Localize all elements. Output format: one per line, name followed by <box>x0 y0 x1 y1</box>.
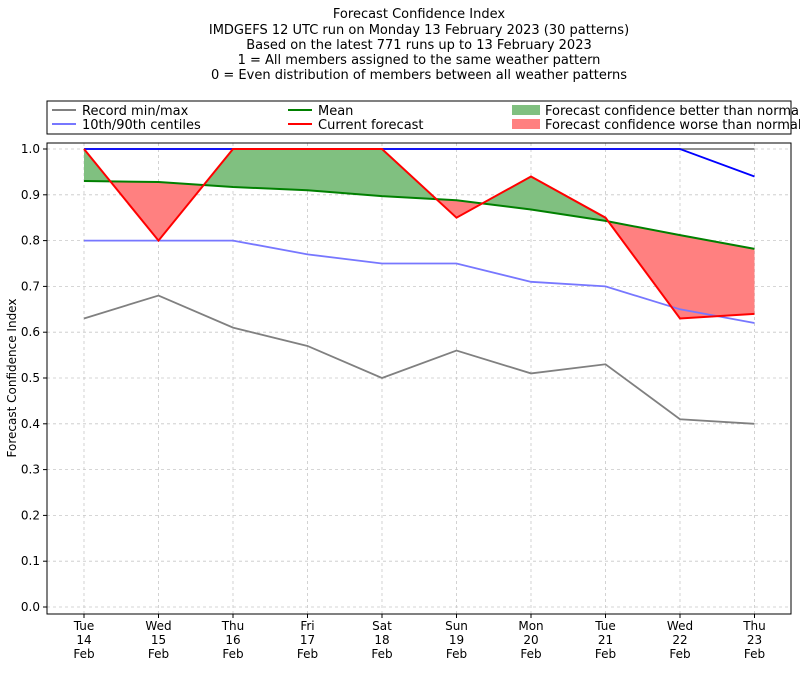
y-axis-label: Forecast Confidence Index <box>5 299 19 458</box>
title-line-2: IMDGEFS 12 UTC run on Monday 13 February… <box>209 23 629 38</box>
y-tick-label: 0.8 <box>21 234 40 248</box>
x-tick-label: Feb <box>297 647 318 661</box>
x-tick-label: 16 <box>225 633 240 647</box>
chart-title: Forecast Confidence Index IMDGEFS 12 UTC… <box>209 7 629 83</box>
series-line-mean <box>83 180 755 250</box>
x-tick-label: Fri <box>300 619 314 633</box>
x-tick-label: 15 <box>151 633 166 647</box>
y-tick-label: 1.0 <box>21 142 40 156</box>
x-tick-label: Tue <box>73 619 95 633</box>
y-axis: 0.0 0.1 0.2 0.3 0.4 0.5 0.6 0.7 0.8 0.9 1.0 <box>21 142 47 614</box>
x-tick-label: Sun <box>445 619 468 633</box>
x-tick-label: Thu <box>742 619 766 633</box>
series-line-p90 <box>84 148 755 178</box>
x-tick-label: Thu <box>221 619 245 633</box>
x-tick-label: Feb <box>371 647 392 661</box>
y-tick-label: 0.1 <box>21 554 40 568</box>
x-tick-label: Feb <box>148 647 169 661</box>
series-lines <box>83 148 755 425</box>
series-line-record-min <box>83 294 755 425</box>
title-line-1: Forecast Confidence Index <box>333 7 505 22</box>
x-tick-label: Tue <box>594 619 616 633</box>
legend-label: Forecast confidence worse than normal <box>545 118 800 133</box>
y-tick-label: 0.9 <box>21 188 40 202</box>
x-tick-label: Feb <box>222 647 243 661</box>
x-tick-label: 23 <box>747 633 762 647</box>
fill-better-than-normal <box>482 176 531 210</box>
x-tick-label: 17 <box>300 633 315 647</box>
x-tick-label: Feb <box>669 647 690 661</box>
x-tick-label: 14 <box>76 633 91 647</box>
y-tick-label: 0.2 <box>21 508 40 522</box>
legend-label: Mean <box>318 104 353 119</box>
y-tick-label: 0.4 <box>21 417 40 431</box>
legend-frame <box>46 100 792 135</box>
grid-lines <box>47 143 791 614</box>
series-line-p10 <box>84 239 755 324</box>
x-tick-label: Feb <box>73 647 94 661</box>
legend-swatch-patch <box>512 105 540 115</box>
fill-better-than-normal <box>307 149 382 197</box>
title-line-3: Based on the latest 771 runs up to 13 Fe… <box>246 38 591 53</box>
y-tick-label: 0.3 <box>21 463 40 477</box>
x-tick-label: 19 <box>449 633 464 647</box>
legend-label: Forecast confidence better than normal <box>545 104 800 119</box>
x-tick-label: 22 <box>672 633 687 647</box>
title-line-5: 0 = Even distribution of members between… <box>211 68 627 83</box>
y-tick-label: 0.6 <box>21 325 40 339</box>
legend-swatch-patch <box>512 119 540 129</box>
legend-label: Current forecast <box>318 118 424 133</box>
x-tick-label: Feb <box>520 647 541 661</box>
x-tick-label: Wed <box>145 619 171 633</box>
title-line-4: 1 = All members assigned to the same wea… <box>238 53 601 68</box>
series-line-current <box>83 148 755 320</box>
x-tick-label: 20 <box>523 633 538 647</box>
y-tick-label: 0.0 <box>21 600 40 614</box>
fill-better-than-normal <box>233 149 308 191</box>
x-tick-label: Feb <box>446 647 467 661</box>
y-tick-label: 0.5 <box>21 371 40 385</box>
x-tick-label: Mon <box>518 619 543 633</box>
x-axis: Tue14FebWed15FebThu16FebFri17FebSat18Feb… <box>73 614 766 661</box>
fill-worse-than-normal <box>680 235 755 319</box>
x-tick-label: Wed <box>667 619 693 633</box>
y-tick-label: 0.7 <box>21 279 40 293</box>
legend-label: Record min/max <box>82 104 189 119</box>
x-tick-label: Feb <box>744 647 765 661</box>
x-tick-label: 21 <box>598 633 613 647</box>
x-tick-label: Feb <box>595 647 616 661</box>
x-tick-label: 18 <box>374 633 389 647</box>
legend-label: 10th/90th centiles <box>82 118 201 133</box>
x-tick-label: Sat <box>372 619 392 633</box>
